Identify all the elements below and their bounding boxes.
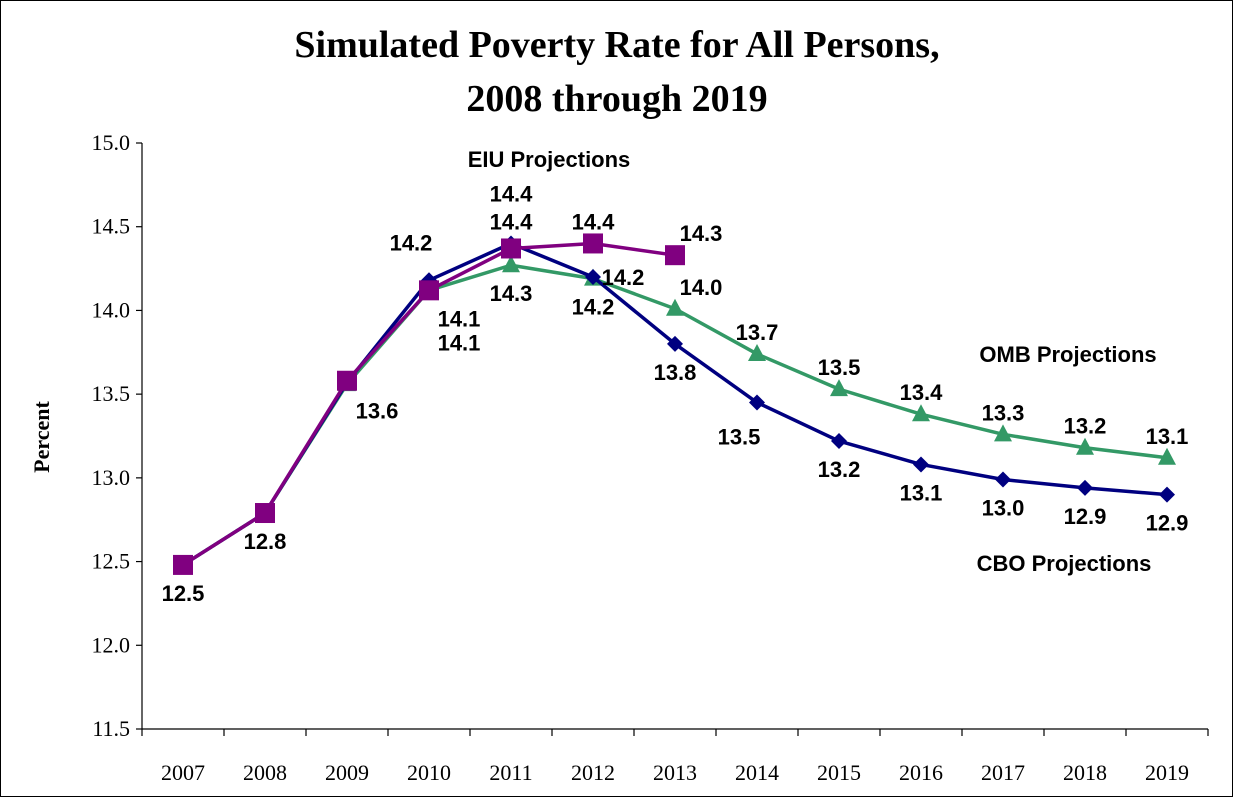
triangle-marker	[1158, 447, 1176, 465]
y-tick-label: 13.0	[92, 465, 131, 490]
x-tick-label: 2013	[653, 760, 697, 785]
series-annotations: EIU Projections OMB Projections CBO Projec…	[468, 147, 1157, 576]
data-label: 13.4	[900, 380, 944, 405]
data-label: 13.5	[718, 425, 761, 450]
triangle-marker	[1076, 437, 1094, 455]
diamond-marker	[585, 268, 601, 285]
x-tick-label: 2019	[1145, 760, 1189, 785]
y-tick-label: 14.0	[92, 297, 131, 322]
data-label: 14.1	[438, 330, 481, 355]
series-layer	[173, 233, 1176, 575]
data-label: 13.8	[654, 360, 697, 385]
x-tick-label: 2016	[899, 760, 943, 785]
data-label: 13.6	[356, 398, 399, 423]
data-label: 13.3	[982, 400, 1025, 425]
series-annotation-label: OMB Projections	[979, 342, 1156, 367]
square-series	[173, 233, 685, 575]
x-tick-label: 2007	[161, 760, 205, 785]
diamond-marker	[913, 456, 929, 473]
square-marker	[173, 554, 193, 575]
x-tick-label: 2010	[407, 760, 451, 785]
data-label: 14.3	[680, 221, 723, 246]
data-label: 13.1	[900, 480, 943, 505]
x-tick-label: 2009	[325, 760, 369, 785]
diamond-series	[175, 235, 1175, 573]
y-tick-label: 14.5	[92, 214, 131, 239]
y-tick-label: 12.0	[92, 632, 131, 657]
square-marker	[501, 238, 521, 259]
triangle-marker	[994, 424, 1012, 442]
data-label: 13.1	[1146, 424, 1189, 449]
y-axis-label: Percent	[29, 401, 54, 473]
triangle-marker	[502, 255, 520, 273]
diamond-marker	[1159, 486, 1175, 503]
square-marker	[665, 245, 685, 266]
axes: 11.5 12.0 12.5 13.0 13.5 14.0 14.5 15.0 2007 2008…	[92, 130, 1209, 785]
data-label: 13.2	[818, 457, 861, 482]
data-label: 12.9	[1146, 511, 1189, 536]
y-tick-label: 11.5	[92, 716, 130, 741]
square-marker	[337, 370, 357, 391]
data-label: 13.2	[1064, 414, 1107, 439]
data-labels: 12.5 12.8 13.6 14.2 14.114.1 14.4 14.4 14.3 14.4…	[162, 181, 1189, 605]
y-tick-label: 15.0	[92, 130, 131, 155]
x-tick-label: 2018	[1063, 760, 1107, 785]
data-label: 12.9	[1064, 504, 1107, 529]
data-label: 14.4	[572, 209, 616, 234]
triangle-marker	[666, 298, 684, 316]
square-marker	[255, 503, 275, 524]
data-label: 12.5	[162, 581, 205, 606]
series-annotation-label: CBO Projections	[977, 551, 1152, 576]
diamond-marker	[1077, 479, 1093, 496]
triangle-marker	[830, 379, 848, 397]
data-label: 14.2	[602, 265, 645, 290]
x-tick-label: 2012	[571, 760, 615, 785]
chart-title-line-1: Simulated Poverty Rate for All Persons,	[294, 24, 939, 66]
diamond-marker	[749, 394, 765, 411]
data-label: 14.1	[438, 306, 481, 331]
data-label: 14.2	[572, 295, 615, 320]
y-tick-label: 12.5	[92, 549, 131, 574]
x-tick-label: 2015	[817, 760, 861, 785]
x-tick-label: 2017	[981, 760, 1025, 785]
data-label: 14.4	[490, 209, 534, 234]
triangle-marker	[748, 343, 766, 361]
square-marker	[583, 233, 603, 254]
series-annotation-label: EIU Projections	[468, 147, 631, 172]
data-label: 13.5	[818, 355, 861, 380]
chart-title-line-2: 2008 through 2019	[466, 78, 767, 120]
x-tick-label: 2014	[735, 760, 779, 785]
x-tick-label: 2011	[489, 760, 532, 785]
data-label: 13.7	[736, 320, 779, 345]
data-label: 14.2	[390, 230, 433, 255]
data-label: 12.8	[244, 529, 287, 554]
square-marker	[419, 280, 439, 301]
diamond-marker	[995, 471, 1011, 488]
triangle-marker	[912, 404, 930, 422]
triangle-series	[174, 255, 1176, 572]
diamond-marker	[667, 335, 683, 352]
data-label: 13.0	[982, 496, 1025, 521]
x-tick-label: 2008	[243, 760, 287, 785]
diamond-marker	[831, 433, 847, 450]
data-label: 14.3	[490, 281, 533, 306]
y-tick-label: 13.5	[92, 381, 131, 406]
data-label: 14.0	[680, 275, 723, 300]
data-label: 14.4	[490, 181, 534, 206]
